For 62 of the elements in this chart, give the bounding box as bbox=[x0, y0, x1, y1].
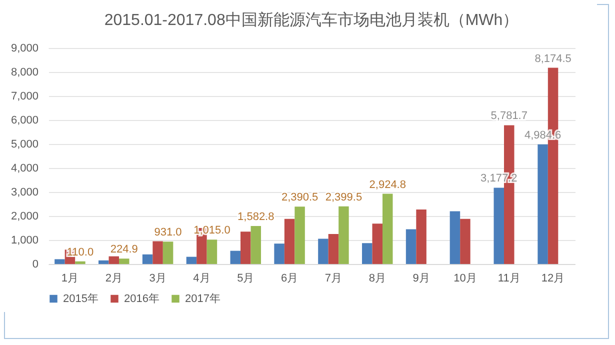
bar bbox=[206, 240, 218, 264]
x-tick-label: 2月 bbox=[105, 272, 122, 284]
data-label: 5,781.7 bbox=[490, 110, 528, 122]
bar bbox=[338, 206, 349, 264]
x-tick-label: 12月 bbox=[541, 272, 565, 284]
y-tick-label: 0 bbox=[32, 258, 38, 270]
bar bbox=[98, 260, 109, 264]
bar bbox=[328, 234, 339, 264]
bar bbox=[460, 218, 470, 264]
data-label: 2,390.5 bbox=[281, 192, 318, 204]
y-tick-label: 5,000 bbox=[10, 138, 38, 150]
bar bbox=[382, 194, 393, 264]
data-label: 1,582.8 bbox=[238, 211, 274, 224]
data-label: 8,174.5 bbox=[534, 52, 572, 65]
bar bbox=[162, 242, 174, 264]
x-tick-label: 11月 bbox=[498, 272, 520, 284]
bar bbox=[284, 218, 295, 264]
bar bbox=[250, 226, 261, 264]
legend-label: 2017年 bbox=[185, 292, 220, 305]
data-label: 2,924.8 bbox=[369, 178, 406, 191]
data-label: 224.9 bbox=[110, 244, 138, 256]
bar bbox=[54, 259, 65, 264]
y-tick-label: 3,000 bbox=[10, 186, 38, 198]
y-tick-label: 2,000 bbox=[10, 210, 38, 222]
bar bbox=[450, 211, 460, 264]
x-tick-label: 4月 bbox=[193, 272, 210, 284]
x-tick-label: 6月 bbox=[280, 272, 298, 284]
x-tick-label: 5月 bbox=[237, 272, 254, 284]
y-tick-label: 1,000 bbox=[10, 234, 38, 246]
bar bbox=[538, 144, 548, 264]
data-label: 931.0 bbox=[154, 226, 182, 239]
bar bbox=[362, 243, 372, 264]
x-tick-label: 1月 bbox=[61, 272, 79, 284]
bar bbox=[119, 258, 130, 264]
x-tick-label: 3月 bbox=[149, 272, 166, 284]
x-tick-label: 10月 bbox=[454, 272, 477, 284]
bar bbox=[494, 188, 504, 264]
bar bbox=[152, 241, 163, 264]
legend-label: 2015年 bbox=[63, 292, 98, 305]
bar bbox=[142, 254, 153, 264]
bar bbox=[108, 256, 119, 264]
chart-title: 2015.01-2017.08中国新能源汽车市场电池月装机（MWh） bbox=[104, 11, 519, 29]
bar bbox=[294, 206, 305, 264]
y-tick-label: 6,000 bbox=[10, 114, 38, 126]
bar bbox=[230, 250, 240, 264]
x-tick-label: 8月 bbox=[368, 272, 386, 284]
x-tick-label: 9月 bbox=[412, 272, 430, 284]
bar bbox=[274, 244, 284, 264]
legend-label: 2016年 bbox=[124, 292, 160, 305]
bar bbox=[372, 224, 382, 264]
y-tick-label: 9,000 bbox=[10, 42, 38, 54]
bar bbox=[240, 232, 251, 264]
bar bbox=[406, 229, 416, 264]
bar bbox=[416, 210, 426, 264]
bar bbox=[186, 256, 197, 264]
y-tick-label: 8,000 bbox=[10, 66, 38, 78]
bar bbox=[75, 261, 86, 264]
y-tick-label: 7,000 bbox=[10, 90, 38, 102]
x-tick-label: 7月 bbox=[324, 272, 342, 284]
bar bbox=[318, 238, 328, 264]
y-tick-label: 4,000 bbox=[10, 162, 38, 174]
data-label: 2,399.5 bbox=[325, 191, 362, 204]
